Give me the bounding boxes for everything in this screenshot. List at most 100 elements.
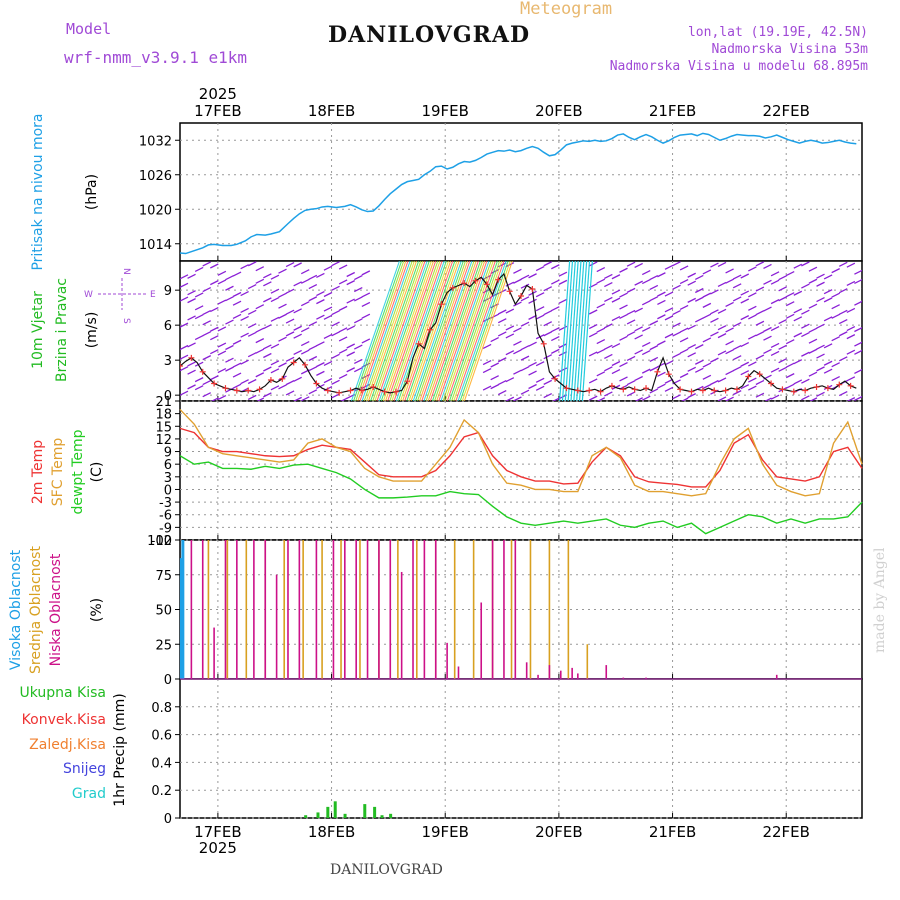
- wind-storm-arrow: [578, 261, 591, 401]
- wind-storm-arrow: [357, 261, 407, 401]
- precip-bar: [373, 806, 377, 818]
- wind-barb: [225, 275, 234, 281]
- pressure-tick-label: 1020: [139, 203, 172, 218]
- wind-barb: [513, 301, 522, 307]
- wind-gust-marker: [813, 384, 820, 390]
- wind-barb: [732, 322, 742, 328]
- wind-barb: [240, 264, 249, 270]
- top-year-label: 2025: [199, 85, 237, 103]
- wind-gust-marker: [461, 280, 468, 287]
- wind-barb: [679, 265, 689, 271]
- wind-barb: [634, 397, 643, 401]
- wind-storm-arrow: [376, 261, 426, 401]
- wind-barb: [225, 344, 234, 351]
- wind-barb: [687, 324, 697, 330]
- wind-gust-marker: [211, 380, 218, 387]
- wind-barb: [247, 283, 257, 290]
- wind-barb: [247, 331, 257, 337]
- wind-barb: [308, 321, 318, 327]
- wind-barb: [513, 369, 522, 375]
- wind-storm-arrow: [412, 261, 462, 401]
- precip-bar: [326, 806, 330, 818]
- wind-barb: [240, 379, 249, 385]
- wind-barb: [346, 351, 356, 357]
- compass-s: S: [121, 318, 131, 324]
- wind-tick-label: 6: [164, 319, 172, 334]
- wind-barb: [725, 396, 734, 401]
- wind-axis-title: 10m Vjetar: [30, 291, 46, 369]
- model-altitude-label: Nadmorska Visina u modelu 68.895m: [609, 59, 868, 74]
- wind-barb: [300, 340, 310, 347]
- wind-barb: [588, 332, 598, 338]
- wind-barb: [497, 380, 507, 386]
- wind-storm-arrow: [380, 261, 430, 401]
- wind-barb: [838, 331, 848, 337]
- precip-axis-title: 1hr Precip (mm): [112, 693, 128, 806]
- wind-barb: [634, 375, 643, 382]
- wind-barb: [323, 306, 333, 312]
- wind-barb: [611, 360, 621, 367]
- wind-gust-marker: [665, 371, 672, 378]
- wind-barb: [793, 290, 803, 296]
- wind-barb: [202, 310, 212, 316]
- temp-unit: (C): [89, 462, 105, 483]
- wind-barb: [634, 326, 643, 332]
- wind-gust-marker: [267, 377, 274, 383]
- wind-barb: [748, 334, 757, 340]
- wind-barb: [748, 377, 757, 383]
- top-date-label: 20FEB: [535, 102, 582, 120]
- wind-barb: [748, 305, 757, 311]
- wind-barb: [528, 273, 537, 279]
- wind-barb: [338, 373, 348, 380]
- wind-barb: [180, 322, 189, 328]
- precip-bar: [343, 813, 347, 818]
- wind-gust-marker: [620, 386, 627, 393]
- wind-barb: [323, 314, 333, 320]
- wind-barb: [588, 351, 598, 357]
- wind-barb: [778, 318, 787, 325]
- wind-gust-marker: [654, 368, 661, 375]
- wind-barb: [285, 331, 295, 337]
- wind-barb: [270, 274, 280, 280]
- wind-barb: [338, 279, 348, 285]
- wind-barb: [270, 343, 280, 349]
- wind-barb: [672, 331, 681, 337]
- wind-barb: [755, 286, 765, 292]
- temp-axis-title-3: dewpt Temp: [70, 429, 86, 514]
- wind-barb: [558, 271, 568, 277]
- temperature-tick-label: 12: [155, 433, 172, 448]
- wind-barb: [278, 268, 287, 274]
- wind-barb: [331, 393, 340, 399]
- wind-barb: [308, 296, 318, 302]
- footer-station: DANILOVGRAD: [330, 862, 443, 878]
- wind-storm-arrow: [391, 261, 441, 401]
- compass-e: E: [150, 290, 156, 300]
- wind-barb: [641, 341, 651, 347]
- wind-barb: [785, 373, 795, 379]
- wind-barb: [740, 298, 750, 304]
- wind-storm-arrow: [419, 261, 469, 401]
- wind-barb: [831, 268, 840, 274]
- wind-barb: [285, 309, 295, 315]
- wind-barb: [664, 386, 674, 392]
- wind-barb: [232, 271, 242, 277]
- wind-gust-marker: [711, 387, 718, 394]
- model-name: wrf-nmm_v3.9.1 e1km: [64, 48, 248, 67]
- wind-barb: [770, 367, 780, 373]
- wind-storm-arrow: [567, 261, 579, 401]
- pressure-line: [179, 132, 857, 255]
- wind-storm-arrow: [395, 261, 445, 401]
- wind-barb: [543, 321, 553, 327]
- wind-barb: [520, 389, 530, 395]
- wind-barb: [535, 306, 545, 312]
- wind-barb: [619, 267, 628, 273]
- wind-barb: [679, 348, 689, 354]
- wind-gust-marker: [415, 340, 422, 347]
- wind-barb: [255, 266, 265, 272]
- wind-barb: [513, 278, 522, 284]
- wind-barb: [353, 296, 363, 302]
- wind-barb: [801, 351, 810, 357]
- wind-barb: [353, 358, 363, 365]
- wind-barb: [748, 385, 757, 391]
